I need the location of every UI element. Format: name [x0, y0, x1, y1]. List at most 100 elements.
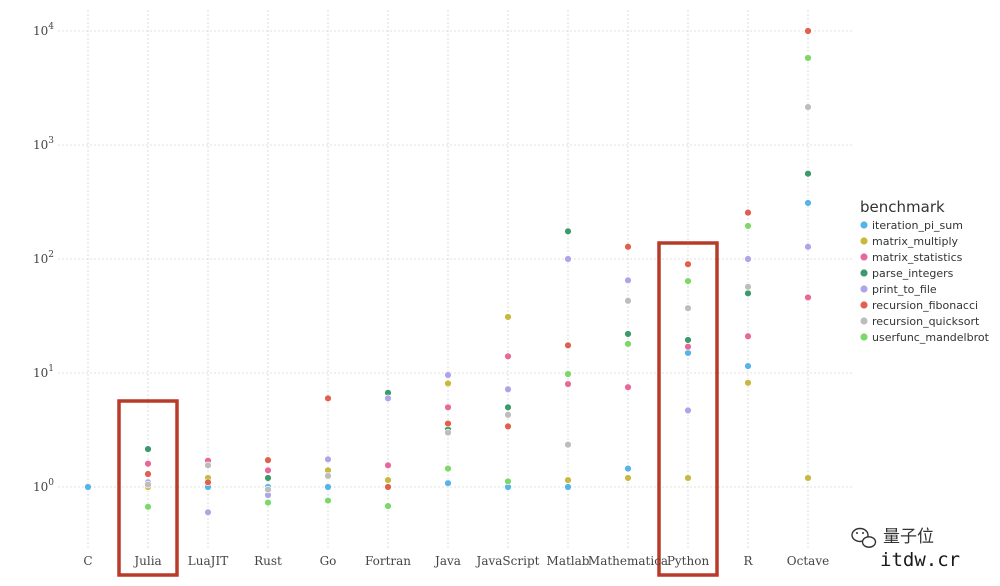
- legend-entry-matrix-statistics: matrix_statistics: [872, 251, 963, 264]
- legend-entry-iteration-pi-sum: iteration_pi_sum: [872, 219, 963, 232]
- data-points: [84, 27, 812, 516]
- x-tick-label-fortran: Fortran: [365, 554, 411, 568]
- point-parse-integers-r: [744, 289, 752, 298]
- point-print-to-file-go: [324, 455, 332, 463]
- point-parse-integers-mathematica: [624, 330, 632, 338]
- x-tick-label-matlab: Matlab: [547, 554, 590, 568]
- y-tick-label: 100: [33, 478, 54, 494]
- x-tick-label-octave: Octave: [787, 554, 829, 568]
- point-recursion-fibonacci-octave: [804, 27, 812, 35]
- legend-swatch-matrix-multiply: [860, 237, 868, 245]
- point-userfunc-mandelbrot-matlab: [564, 370, 572, 378]
- point-matrix-statistics-matlab: [564, 380, 572, 388]
- point-recursion-quicksort-python: [684, 304, 692, 312]
- legend-swatch-recursion-quicksort: [860, 317, 868, 325]
- y-tick-label: 104: [33, 22, 54, 38]
- point-userfunc-mandelbrot-mathematica: [624, 340, 632, 348]
- point-print-to-file-java: [444, 371, 452, 379]
- legend-entry-parse-integers: parse_integers: [872, 267, 954, 280]
- point-recursion-quicksort-octave: [804, 103, 812, 111]
- point-matrix-multiply-r: [744, 379, 752, 387]
- point-recursion-quicksort-luajit: [204, 461, 212, 470]
- highlight-layer: [117, 241, 719, 577]
- x-axis: C Julia LuaJIT Rust Go Fortran Java JavaScript M…: [83, 554, 829, 568]
- highlight-box-julia: [117, 399, 179, 577]
- watermark: 量子位 itdw.cr: [851, 527, 960, 571]
- x-tick-label-luajit: LuaJIT: [188, 554, 228, 568]
- highlight-box-python: [657, 241, 719, 577]
- wechat-logo-icon: [851, 527, 877, 548]
- point-matrix-statistics-java: [444, 403, 452, 412]
- y-tick-label: 102: [33, 250, 54, 266]
- x-tick-label-mathematica: Mathematica: [588, 554, 668, 568]
- y-tick-exponent: 1: [48, 364, 54, 374]
- point-matrix-multiply-fortran: [384, 476, 392, 484]
- point-iteration-pi-sum-mathematica: [624, 464, 632, 473]
- watermark-name: 量子位: [883, 527, 934, 547]
- point-print-to-file-fortran: [384, 394, 392, 402]
- legend-swatch-recursion-fibonacci: [860, 301, 868, 309]
- x-tick-label-julia: Julia: [132, 554, 161, 568]
- point-recursion-fibonacci-luajit: [204, 478, 212, 486]
- point-recursion-quicksort-julia: [144, 480, 152, 489]
- point-matrix-multiply-java: [444, 379, 452, 388]
- point-recursion-quicksort-java: [444, 428, 452, 437]
- legend-entry-matrix-multiply: matrix_multiply: [872, 235, 959, 248]
- point-parse-integers-matlab: [564, 227, 572, 235]
- point-matrix-multiply-python: [684, 474, 692, 482]
- point-userfunc-mandelbrot-fortran: [384, 502, 392, 510]
- point-userfunc-mandelbrot-julia: [144, 503, 152, 511]
- point-userfunc-mandelbrot-go: [324, 496, 332, 505]
- point-matrix-statistics-octave: [804, 293, 812, 302]
- x-tick-label-javascript: JavaScript: [475, 554, 540, 568]
- point-matrix-statistics-python: [684, 343, 692, 351]
- point-matrix-multiply-javascript: [504, 313, 512, 321]
- point-print-to-file-javascript: [504, 385, 512, 393]
- point-recursion-fibonacci-fortran: [384, 483, 392, 491]
- legend: benchmark iteration_pi_sum matrix_multipl…: [860, 198, 990, 344]
- point-recursion-quicksort-mathematica: [624, 297, 632, 305]
- point-matrix-statistics-mathematica: [624, 383, 632, 391]
- y-tick-exponent: 0: [48, 478, 54, 488]
- point-recursion-fibonacci-mathematica: [624, 243, 632, 251]
- point-matrix-multiply-mathematica: [624, 474, 632, 482]
- legend-swatch-iteration-pi-sum: [860, 221, 868, 229]
- point-iteration-pi-sum-python: [684, 349, 692, 357]
- point-parse-integers-julia: [144, 445, 152, 453]
- point-userfunc-mandelbrot-octave: [804, 54, 812, 62]
- point-recursion-quicksort-javascript: [504, 411, 512, 419]
- point-print-to-file-python: [684, 406, 692, 415]
- point-iteration-pi-sum-octave: [804, 199, 812, 207]
- point-userfunc-mandelbrot-python: [684, 277, 692, 285]
- point-recursion-fibonacci-julia: [144, 470, 152, 478]
- y-tick-exponent: 3: [48, 136, 54, 146]
- point-recursion-fibonacci-java: [444, 419, 452, 428]
- point-iteration-pi-sum-java: [444, 479, 452, 487]
- grid-layer: [58, 10, 852, 548]
- watermark-domain: itdw.cr: [880, 549, 960, 571]
- point-matrix-statistics-fortran: [384, 461, 392, 470]
- point-recursion-quicksort-r: [744, 283, 752, 291]
- point-print-to-file-r: [744, 255, 752, 263]
- legend-swatch-matrix-statistics: [860, 253, 868, 261]
- legend-title: benchmark: [860, 198, 945, 216]
- x-tick-label-rust: Rust: [254, 554, 282, 568]
- point-print-to-file-luajit: [204, 508, 212, 516]
- point-userfunc-mandelbrot-javascript: [504, 477, 512, 486]
- point-parse-integers-python: [684, 336, 692, 344]
- x-tick-label-c: C: [83, 554, 92, 568]
- legend-swatch-print-to-file: [860, 285, 868, 293]
- legend-entry-print-to-file: print_to_file: [872, 283, 937, 296]
- point-matrix-statistics-julia: [144, 460, 152, 468]
- point-matrix-multiply-matlab: [564, 476, 572, 484]
- point-recursion-fibonacci-javascript: [504, 422, 512, 431]
- y-tick-exponent: 4: [48, 22, 54, 32]
- point-recursion-fibonacci-go: [324, 394, 332, 402]
- point-iteration-pi-sum-go: [324, 483, 332, 491]
- point-userfunc-mandelbrot-rust: [264, 498, 272, 507]
- point-userfunc-mandelbrot-java: [444, 464, 452, 473]
- x-tick-label-java: Java: [433, 554, 461, 568]
- x-tick-label-python: Python: [667, 554, 710, 568]
